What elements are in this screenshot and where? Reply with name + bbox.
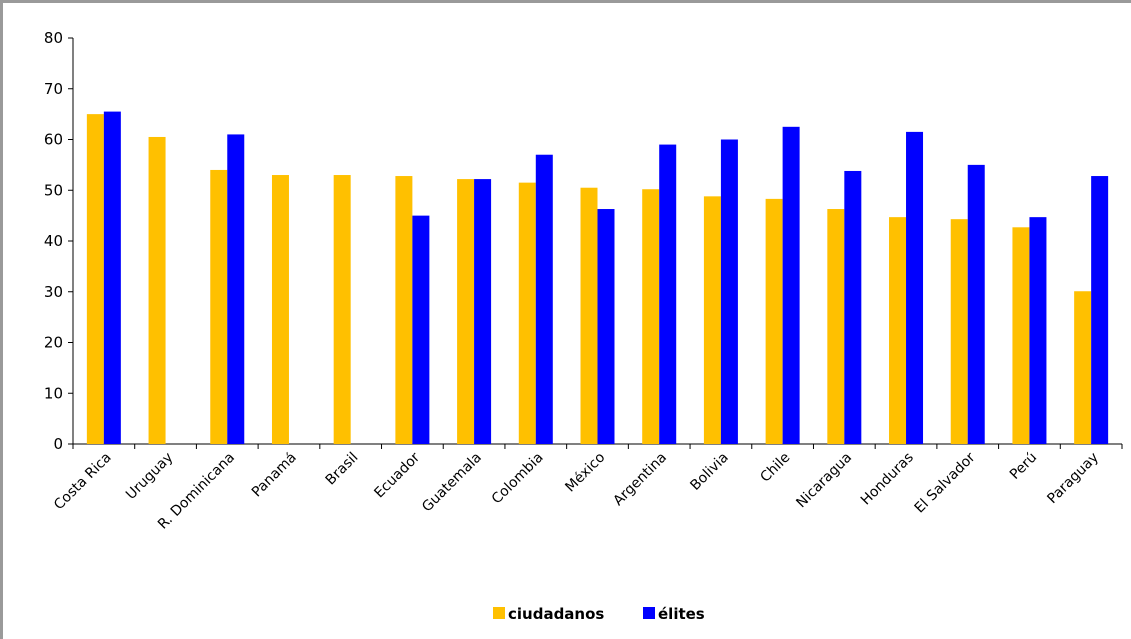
y-tick-labels: 0 10 20 30 40 50 60 70 80	[44, 29, 63, 453]
bar-elites	[1029, 217, 1047, 444]
bar-elites	[659, 144, 677, 444]
bar-elites	[597, 209, 615, 444]
category-label: Chile	[757, 450, 793, 486]
bar-ciudadanos	[271, 175, 289, 444]
category-label: Guatemala	[419, 450, 485, 516]
category-label: Brasil	[323, 450, 362, 489]
bar-elites	[474, 179, 492, 444]
category-label: El Salvador	[912, 449, 979, 516]
category-label: Nicaragua	[793, 450, 855, 512]
bar-ciudadanos	[703, 196, 721, 444]
bar-ciudadanos	[148, 136, 166, 444]
legend: ciudadanos élites	[493, 605, 705, 623]
category-label: Colombia	[489, 450, 547, 508]
bar-ciudadanos	[1012, 227, 1030, 444]
y-tick-label: 50	[44, 181, 63, 199]
bar-elites	[967, 164, 985, 444]
category-label: Paraguay	[1044, 450, 1102, 508]
bar-elites	[720, 139, 738, 444]
bar-elites	[844, 170, 862, 444]
category-label: Argentina	[610, 450, 670, 510]
y-tick-label: 40	[44, 232, 63, 250]
y-tick-label: 80	[44, 29, 63, 47]
legend-item-elites-swatch	[643, 607, 655, 619]
y-tick-label: 20	[44, 334, 63, 352]
bar-ciudadanos	[889, 217, 907, 444]
chart-border-left	[0, 0, 3, 639]
bar-elites	[412, 215, 430, 444]
bar-elites	[535, 154, 553, 444]
bar-ciudadanos	[518, 182, 536, 444]
bar-ciudadanos	[765, 198, 783, 444]
category-label: México	[562, 450, 608, 496]
bar-ciudadanos	[210, 169, 228, 444]
bar-elites	[906, 131, 924, 444]
category-label: Costa Rica	[51, 450, 115, 514]
bar-elites	[1091, 176, 1109, 445]
category-label: Ecuador	[371, 449, 423, 501]
bar-ciudadanos	[86, 114, 104, 444]
bar-ciudadanos	[1074, 291, 1092, 444]
bar-ciudadanos	[642, 189, 660, 444]
y-tick-label: 70	[44, 80, 63, 98]
bars	[86, 111, 1109, 445]
category-label: Perú	[1007, 450, 1040, 483]
bar-ciudadanos	[580, 187, 598, 444]
chart-border-top	[0, 0, 1131, 3]
bar-elites	[103, 111, 121, 445]
category-label: Honduras	[858, 450, 917, 509]
category-label: Panamá	[249, 450, 300, 501]
y-tick-label: 60	[44, 131, 63, 149]
legend-item-ciudadanos-swatch	[493, 607, 505, 619]
bar-elites	[782, 126, 800, 444]
bar-ciudadanos	[827, 209, 845, 444]
bar-elites	[227, 134, 245, 445]
legend-item-elites-label: élites	[658, 605, 705, 623]
bar-ciudadanos	[950, 219, 968, 444]
y-tick-label: 0	[53, 435, 63, 453]
category-label: Bolivia	[687, 450, 731, 494]
bar-ciudadanos	[333, 175, 351, 444]
bar-ciudadanos	[457, 179, 475, 444]
bar-ciudadanos	[395, 176, 413, 445]
y-tick-label: 10	[44, 384, 63, 402]
y-tick-label: 30	[44, 283, 63, 301]
category-label: Uruguay	[123, 450, 176, 503]
legend-item-ciudadanos-label: ciudadanos	[508, 605, 604, 623]
